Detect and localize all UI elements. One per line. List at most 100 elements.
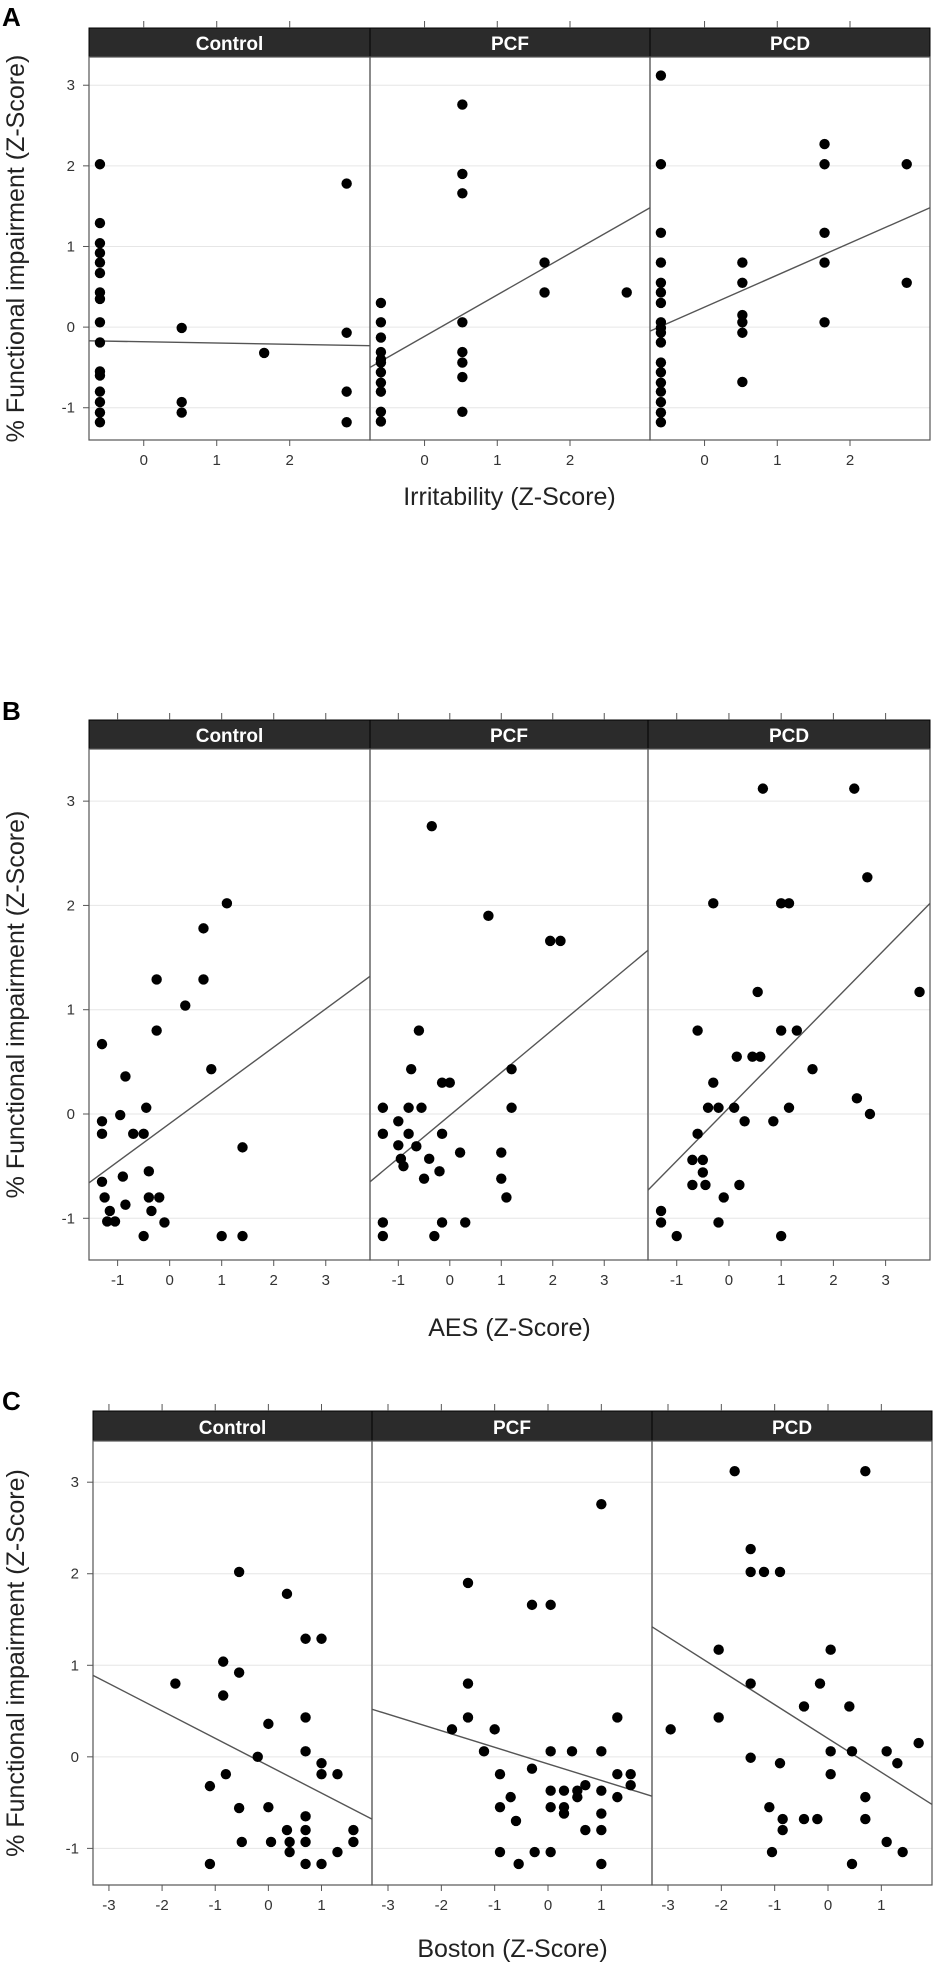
y-tick-label: 3 xyxy=(71,1474,79,1491)
data-point xyxy=(825,1746,836,1757)
data-point xyxy=(300,1633,311,1644)
data-point xyxy=(655,70,667,81)
x-tick-label: -3 xyxy=(102,1897,115,1914)
data-point xyxy=(734,1179,745,1191)
data-point xyxy=(506,1102,517,1113)
data-point xyxy=(545,1599,556,1611)
data-point xyxy=(316,1858,327,1870)
data-point xyxy=(697,1167,709,1178)
x-tick-label: -3 xyxy=(661,1897,674,1914)
data-point xyxy=(625,1780,636,1791)
data-point xyxy=(462,1678,474,1689)
facet-strip xyxy=(88,27,371,58)
x-tick-label: 1 xyxy=(493,452,501,469)
data-point xyxy=(489,1724,500,1735)
facet-strip-label: PCD xyxy=(770,34,810,55)
data-point xyxy=(713,1217,724,1228)
data-point xyxy=(429,1230,440,1242)
data-point xyxy=(798,1701,810,1712)
data-point xyxy=(457,406,468,417)
fit-line xyxy=(647,902,931,1191)
data-point xyxy=(94,293,106,305)
panel-b-label: B xyxy=(2,696,21,726)
y-tick-label: -1 xyxy=(62,1210,75,1227)
data-point xyxy=(159,1217,170,1228)
y-tick-label: 0 xyxy=(71,1749,79,1766)
data-point xyxy=(316,1769,327,1780)
facet-strip-label: PCF xyxy=(493,1418,531,1439)
data-point xyxy=(819,317,830,328)
x-axis-title: AES (Z-Score) xyxy=(428,1314,591,1342)
facet-strip xyxy=(88,719,371,750)
panel-b-facet-pcd: PCD -1 0 1 2 3 xyxy=(647,713,931,1289)
data-point xyxy=(341,386,352,397)
data-point xyxy=(526,1599,538,1611)
facet-strip xyxy=(647,719,931,750)
fit-line xyxy=(369,207,651,369)
data-point xyxy=(596,1824,607,1836)
x-tick-label: 0 xyxy=(140,452,148,469)
data-point xyxy=(102,1216,113,1227)
data-point xyxy=(860,1791,871,1803)
y-axis-title: % Functional impairment (Z-Score) xyxy=(2,811,30,1199)
panel-a: A Control 0 1 2 PCF 0 1 2 PCD 0 1 2 -1 0 1 2 3 Irritabilit… xyxy=(2,2,931,511)
data-point xyxy=(713,1712,724,1723)
x-tick-label: 0 xyxy=(264,1897,272,1914)
data-point xyxy=(580,1824,591,1836)
data-point xyxy=(612,1769,623,1780)
data-point xyxy=(462,1577,474,1589)
data-point xyxy=(774,1758,786,1769)
panel-a-facet-pcf: PCF 0 1 2 xyxy=(369,21,651,469)
data-point xyxy=(109,1216,121,1227)
panel-a-label: A xyxy=(2,2,21,32)
data-point xyxy=(655,396,667,408)
fit-line xyxy=(371,1708,653,1797)
x-tick-label: 1 xyxy=(317,1897,325,1914)
data-point xyxy=(94,317,106,328)
y-tick-label: 3 xyxy=(67,793,75,810)
data-point xyxy=(375,386,387,397)
data-point xyxy=(120,1071,131,1082)
plot-frame xyxy=(88,56,371,441)
fit-line xyxy=(88,975,371,1184)
data-point xyxy=(94,337,106,348)
data-point xyxy=(393,1140,404,1151)
data-point xyxy=(483,910,494,922)
x-tick-label: 0 xyxy=(824,1897,832,1914)
x-tick-label: 1 xyxy=(773,452,781,469)
data-point xyxy=(862,872,873,883)
data-point xyxy=(913,1737,924,1749)
data-point xyxy=(747,1051,758,1062)
y-tick-label: -1 xyxy=(62,400,75,417)
data-point xyxy=(146,1205,157,1217)
data-point xyxy=(846,1858,858,1870)
fit-line xyxy=(92,1674,373,1820)
data-point xyxy=(281,1824,293,1836)
data-point xyxy=(728,1102,740,1113)
x-tick-label: -2 xyxy=(435,1897,448,1914)
data-point xyxy=(702,1102,714,1113)
data-point xyxy=(462,1712,474,1723)
x-tick-label: 3 xyxy=(600,1272,608,1289)
data-point xyxy=(281,1588,293,1600)
data-point xyxy=(434,1166,445,1177)
data-point xyxy=(405,1063,417,1075)
data-point xyxy=(812,1813,823,1825)
data-point xyxy=(901,159,912,170)
x-axis-title: Irritability (Z-Score) xyxy=(403,483,616,511)
data-point xyxy=(457,168,468,180)
x-tick-label: 3 xyxy=(881,1272,889,1289)
data-point xyxy=(460,1217,471,1228)
data-point xyxy=(737,327,748,338)
data-point xyxy=(436,1217,448,1228)
y-axis-title: % Functional impairment (Z-Score) xyxy=(2,55,30,443)
data-point xyxy=(505,1791,516,1803)
data-point xyxy=(94,407,106,418)
data-point xyxy=(814,1678,826,1689)
facet-strip-label: Control xyxy=(196,726,264,747)
data-point xyxy=(218,1690,229,1701)
data-point xyxy=(104,1205,116,1217)
x-tick-label: 0 xyxy=(700,452,708,469)
x-tick-label: 1 xyxy=(213,452,221,469)
y-tick-label: 1 xyxy=(71,1657,79,1674)
